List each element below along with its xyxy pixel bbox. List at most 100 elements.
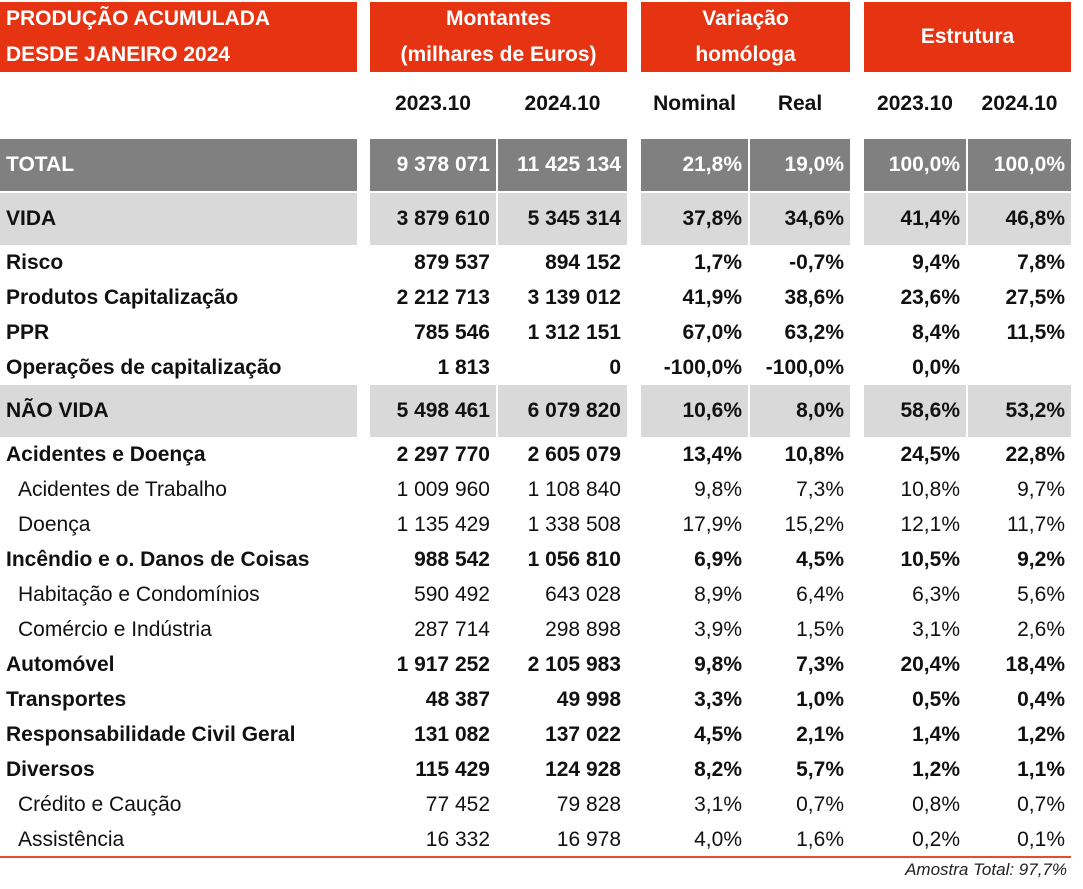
cell-estrutura-2024 — [968, 350, 1071, 385]
cell-var-real: 7,3% — [796, 652, 844, 676]
table-row: Automóvel 1 917 252 2 105 983 9,8% 7,3% 20,4%… — [0, 647, 1071, 682]
cell-estrutura-2023: 0,0% — [912, 355, 960, 379]
cell-montantes-2024: 11 425 134 — [498, 139, 627, 191]
row-label: Assistência — [18, 827, 125, 851]
cell-montantes-2024: 894 152 — [545, 250, 621, 274]
row-label: Transportes — [6, 687, 127, 711]
column-headers: 2023.10 2024.10 Nominal Real 2023.10 202… — [0, 72, 1071, 136]
cell-var-nominal: 8,9% — [694, 582, 742, 606]
cell-montantes-2024: 1 338 508 — [527, 512, 621, 536]
col-real: Real — [777, 92, 823, 115]
cell-estrutura-2024: 27,5% — [1005, 285, 1065, 309]
col-nominal: Nominal — [653, 92, 736, 115]
cell-var-nominal: 41,9% — [682, 285, 742, 309]
row-label: Doença — [18, 512, 91, 536]
estrutura-label: Estrutura — [920, 25, 1015, 48]
row-label: Responsabilidade Civil Geral — [6, 722, 296, 746]
cell-var-real: 7,3% — [796, 477, 844, 501]
cell-var-nominal: 67,0% — [682, 320, 742, 344]
cell-montantes-2024: 0 — [609, 355, 621, 379]
cell-estrutura-2024: 22,8% — [1005, 442, 1065, 466]
cell-var-real: 19,0% — [750, 139, 850, 191]
cell-montantes-2023: 1 009 960 — [396, 477, 490, 501]
table-row: VIDA 3 879 610 5 345 314 37,8% 34,6% 41,4% 46,… — [0, 193, 1071, 245]
table-header: PRODUÇÃO ACUMULADA DESDE JANEIRO 2024 Mo… — [0, 2, 1071, 72]
row-label: Risco — [6, 250, 64, 274]
table-row: Produtos Capitalização 2 212 713 3 139 012… — [0, 280, 1071, 315]
cell-montantes-2024: 16 978 — [556, 827, 621, 851]
cell-estrutura-2023: 23,6% — [900, 285, 960, 309]
montantes-line-1: Montantes — [446, 7, 551, 30]
cell-estrutura-2024: 18,4% — [1005, 652, 1065, 676]
row-label: Acidentes de Trabalho — [18, 477, 227, 501]
cell-montantes-2023: 2 212 713 — [396, 285, 490, 309]
table-row: Acidentes e Doença 2 297 770 2 605 079 13,4… — [0, 437, 1071, 472]
cell-montantes-2024: 1 056 810 — [527, 547, 621, 571]
cell-montantes-2023: 879 537 — [414, 250, 490, 274]
cell-var-real: 8,0% — [750, 385, 850, 437]
cell-var-real: 63,2% — [784, 320, 844, 344]
cell-estrutura-2023: 1,2% — [912, 757, 960, 781]
cell-montantes-2024: 2 105 983 — [527, 652, 621, 676]
cell-montantes-2024: 298 898 — [545, 617, 621, 641]
bottom-rule — [0, 856, 1071, 858]
cell-montantes-2024: 1 312 151 — [527, 320, 621, 344]
cell-montantes-2024: 6 079 820 — [498, 385, 627, 437]
cell-estrutura-2023: 8,4% — [912, 320, 960, 344]
cell-montantes-2023: 77 452 — [425, 792, 490, 816]
cell-estrutura-2024: 1,2% — [1017, 722, 1065, 746]
cell-montantes-2023: 9 378 071 — [370, 139, 496, 191]
variacao-line-2: homóloga — [695, 43, 796, 66]
variacao-line-1: Variação — [702, 7, 789, 30]
cell-var-real: 5,7% — [796, 757, 844, 781]
cell-montantes-2023: 16 332 — [425, 827, 490, 851]
cell-var-nominal: 9,8% — [694, 477, 742, 501]
row-label: PPR — [6, 320, 50, 344]
cell-var-real: -100,0% — [765, 355, 844, 379]
cell-montantes-2023: 1 813 — [437, 355, 490, 379]
cell-var-nominal: 21,8% — [641, 139, 748, 191]
table-row: Doença 1 135 429 1 338 508 17,9% 15,2% 12,1% 1… — [0, 507, 1071, 542]
cell-montantes-2023: 131 082 — [414, 722, 490, 746]
title-line-2: DESDE JANEIRO 2024 — [6, 43, 231, 66]
cell-var-nominal: 6,9% — [694, 547, 742, 571]
table-row: Assistência 16 332 16 978 4,0% 1,6% 0,2% 0,1% — [0, 822, 1071, 857]
cell-montantes-2023: 115 429 — [415, 757, 490, 781]
row-label: Diversos — [6, 757, 95, 781]
cell-var-nominal: 3,9% — [694, 617, 742, 641]
cell-var-nominal: 9,8% — [694, 652, 742, 676]
cell-estrutura-2024: 53,2% — [968, 385, 1071, 437]
table-row: Risco 879 537 894 152 1,7% -0,7% 9,4% 7,8% — [0, 245, 1071, 280]
row-label: Comércio e Indústria — [18, 617, 212, 641]
cell-estrutura-2023: 3,1% — [912, 617, 960, 641]
table-row: TOTAL 9 378 071 11 425 134 21,8% 19,0% 100,0%… — [0, 139, 1071, 191]
cell-var-real: 15,2% — [784, 512, 844, 536]
cell-montantes-2023: 48 387 — [425, 687, 490, 711]
title-line-1: PRODUÇÃO ACUMULADA — [6, 7, 271, 30]
cell-montantes-2023: 785 546 — [414, 320, 490, 344]
col-estrutura-2023: 2023.10 — [877, 92, 953, 115]
cell-montantes-2023: 3 879 610 — [370, 193, 496, 245]
variacao-header: Variação homóloga — [641, 2, 850, 72]
sample-footnote: Amostra Total: 97,7% — [905, 860, 1067, 879]
cell-montantes-2023: 2 297 770 — [396, 442, 490, 466]
cell-var-real: 1,0% — [796, 687, 844, 711]
table-row: Operações de capitalização 1 813 0 -100,0% -… — [0, 350, 1071, 385]
table-row: NÃO VIDA 5 498 461 6 079 820 10,6% 8,0% 58,6%… — [0, 385, 1071, 437]
cell-estrutura-2024: 9,7% — [1017, 477, 1065, 501]
row-label: Acidentes e Doença — [6, 442, 206, 466]
cell-estrutura-2024: 0,1% — [1017, 827, 1065, 851]
table-title: PRODUÇÃO ACUMULADA DESDE JANEIRO 2024 — [0, 2, 357, 72]
cell-var-nominal: 1,7% — [694, 250, 742, 274]
cell-montantes-2023: 287 714 — [414, 617, 490, 641]
row-label: Incêndio e o. Danos de Coisas — [6, 547, 310, 571]
cell-estrutura-2023: 0,2% — [912, 827, 960, 851]
cell-var-real: 2,1% — [796, 722, 844, 746]
cell-var-nominal: 3,1% — [694, 792, 742, 816]
cell-estrutura-2023: 24,5% — [900, 442, 960, 466]
cell-montantes-2024: 5 345 314 — [498, 193, 627, 245]
table-row: Habitação e Condomínios 590 492 643 028 8,9… — [0, 577, 1071, 612]
table-row: Acidentes de Trabalho 1 009 960 1 108 840 9… — [0, 472, 1071, 507]
cell-estrutura-2023: 0,5% — [912, 687, 960, 711]
cell-estrutura-2023: 9,4% — [912, 250, 960, 274]
